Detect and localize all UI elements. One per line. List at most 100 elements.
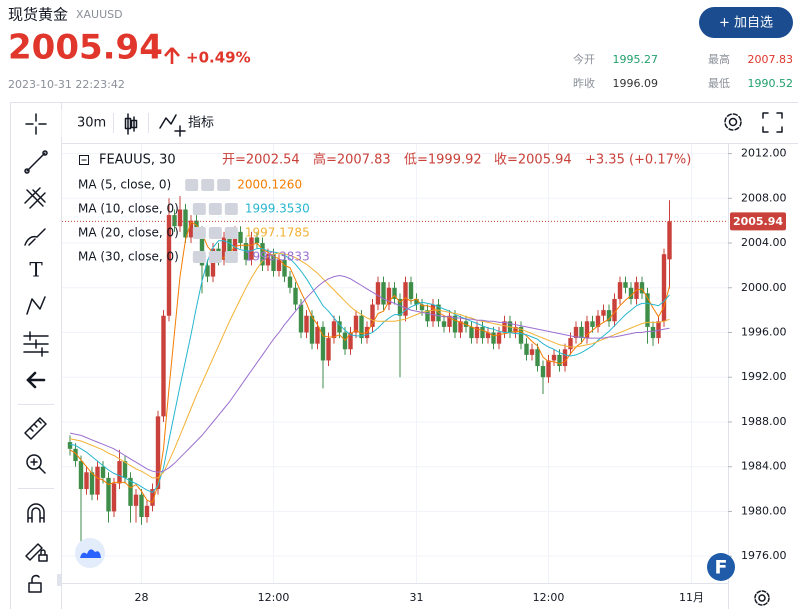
- icon: [25, 113, 47, 135]
- candle-body: [172, 215, 177, 227]
- brush-tool[interactable]: [24, 228, 46, 246]
- instrument-symbol: XAUUSD: [76, 8, 123, 21]
- x-tick-label: 12:00: [533, 591, 565, 604]
- legend-action[interactable]: [201, 179, 215, 191]
- candle-body: [282, 259, 287, 277]
- candle-body: [100, 466, 106, 478]
- candle-body: [601, 310, 606, 316]
- candle-body: [276, 259, 282, 271]
- legend-action[interactable]: [208, 251, 222, 263]
- chart-style-button[interactable]: [124, 113, 138, 135]
- lock-drawing-tool[interactable]: [25, 543, 48, 562]
- candle-body: [573, 326, 579, 339]
- candle-body: [551, 354, 557, 361]
- collapse-icon[interactable]: [79, 155, 89, 165]
- candle-body: [254, 237, 260, 244]
- button-label: + 加自选: [719, 16, 773, 31]
- ruler-tool[interactable]: [24, 417, 47, 440]
- x-tick-label: 11月: [679, 591, 704, 604]
- y-tick-label: 1996.00: [741, 325, 787, 338]
- legend-action[interactable]: [185, 179, 199, 191]
- x-tick-label: 31: [410, 591, 424, 604]
- legend-action[interactable]: [208, 227, 222, 239]
- zoom-tool[interactable]: [26, 454, 42, 470]
- text-tool[interactable]: T: [29, 258, 43, 282]
- crosshair-tool[interactable]: [25, 113, 47, 135]
- candle-body: [89, 472, 95, 495]
- stat-label: 昨收: [573, 76, 595, 90]
- up-arrow: [164, 47, 180, 64]
- fullscreen-button[interactable]: [762, 112, 783, 133]
- candle-body: [414, 298, 419, 305]
- prediction-tool[interactable]: [23, 331, 49, 357]
- legend-name[interactable]: MA (20, close, 0): [78, 226, 179, 240]
- candle-body: [166, 215, 172, 316]
- legend-action[interactable]: [192, 203, 206, 215]
- fib-tool[interactable]: [24, 187, 46, 209]
- candle-body: [430, 304, 436, 322]
- candle-body: [502, 321, 507, 333]
- candle-body: [645, 293, 650, 327]
- candle-body: [298, 304, 304, 333]
- interval-button[interactable]: 30m: [77, 116, 106, 131]
- candle-body: [612, 298, 617, 322]
- indicators-button[interactable]: 指标: [159, 114, 214, 137]
- ohlc-label: 低=1999.92: [404, 153, 482, 168]
- icon: [754, 590, 770, 606]
- candle-body: [183, 209, 188, 238]
- candle-body: [469, 326, 474, 339]
- legend-action[interactable]: [192, 227, 206, 239]
- candle-body: [480, 326, 485, 339]
- legend-action[interactable]: [224, 251, 238, 263]
- candle-body: [584, 321, 590, 339]
- last-price-label: 2005.94: [733, 215, 783, 228]
- magnet-tool[interactable]: [27, 503, 45, 523]
- candle-body: [150, 489, 155, 506]
- ohlc-label: 收=2005.94: [494, 153, 572, 168]
- x-tick-label: 12:00: [258, 591, 290, 604]
- legend-action[interactable]: [192, 251, 206, 263]
- axis-settings-button[interactable]: [754, 590, 770, 606]
- candle-body: [144, 505, 150, 518]
- stat-label: 最低: [708, 77, 730, 90]
- legend-action[interactable]: [224, 203, 238, 215]
- candle-body: [557, 354, 562, 367]
- candle-body: [348, 332, 353, 350]
- logo-letter: F: [715, 557, 728, 579]
- icon: [724, 113, 742, 131]
- plot-area: 1976.00 1980.00 1984.00 1988.00 1992.00 1996.…: [62, 143, 787, 604]
- unlock-tool[interactable]: [28, 574, 42, 593]
- candle-body: [656, 321, 661, 339]
- stat-value: 1996.09: [613, 77, 659, 90]
- candle-body: [205, 265, 210, 277]
- trend-line-tool[interactable]: [26, 152, 46, 172]
- y-tick-label: 2012.00: [741, 147, 787, 160]
- candle-body: [518, 326, 524, 344]
- button-bg: [699, 7, 793, 38]
- settings-button[interactable]: [724, 113, 742, 131]
- legend-action[interactable]: [224, 227, 238, 239]
- legend-action[interactable]: [217, 179, 231, 191]
- stat-value: 1995.27: [613, 53, 659, 66]
- f-logo: F: [707, 553, 735, 581]
- legend-name[interactable]: MA (30, close, 0): [78, 250, 179, 264]
- icon: [758, 594, 766, 602]
- quote-stats: 今开 1995.27 最高 2007.83 昨收 1996.09 最低 1990.52: [573, 52, 793, 90]
- stat-label: 最高: [708, 52, 730, 66]
- candle-body: [155, 416, 161, 490]
- legend-action[interactable]: [208, 203, 222, 215]
- collapse-tab[interactable]: [57, 574, 61, 586]
- candle-body: [535, 349, 540, 367]
- pattern-tool[interactable]: [26, 296, 46, 315]
- ma-line: [69, 274, 670, 473]
- add-watchlist-button[interactable]: + 加自选: [699, 7, 793, 38]
- candle-body: [639, 282, 645, 294]
- legend-name[interactable]: MA (10, close, 0): [78, 202, 179, 216]
- back-tool[interactable]: [26, 371, 46, 389]
- candle-body: [650, 326, 656, 339]
- candle-body: [194, 220, 199, 232]
- candle-body: [425, 310, 430, 322]
- candle-body: [221, 237, 227, 260]
- candle-body: [441, 321, 447, 327]
- legend-name[interactable]: MA (5, close, 0): [78, 178, 171, 192]
